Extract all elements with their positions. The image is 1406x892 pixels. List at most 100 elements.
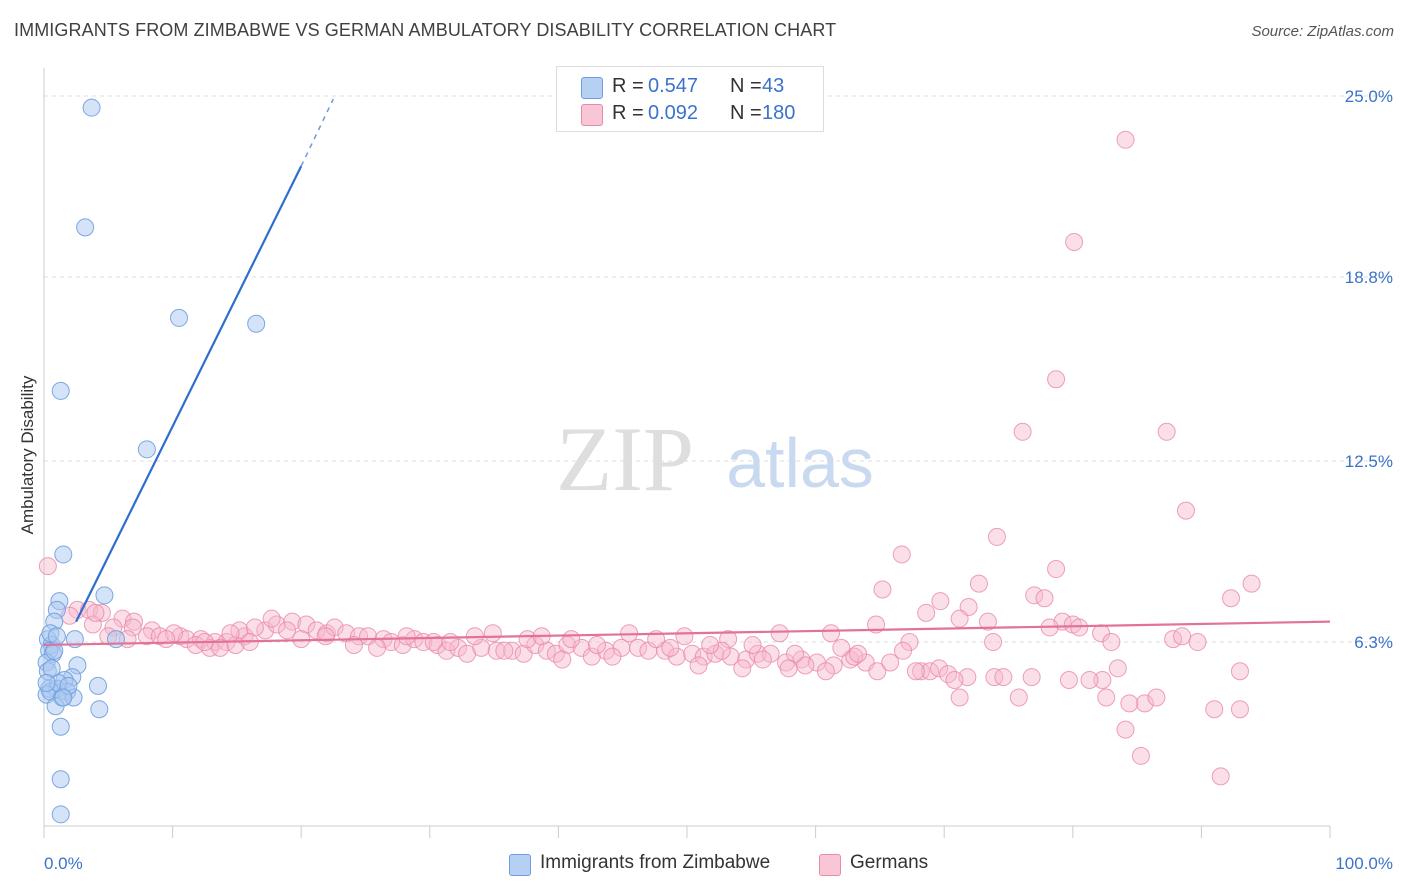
point-germans-38 xyxy=(123,618,142,637)
watermark-zip: ZIP xyxy=(556,408,694,510)
point-germans-15 xyxy=(1221,589,1240,608)
point-germans-154 xyxy=(157,630,176,649)
point-germans-57 xyxy=(283,612,302,631)
point-germans-12 xyxy=(931,592,950,611)
point-germans-117 xyxy=(868,662,887,681)
point-germans-164 xyxy=(441,633,460,652)
point-germans-174 xyxy=(906,662,925,681)
point-germans-158 xyxy=(278,621,297,640)
point-germans-146 xyxy=(701,635,720,654)
point-germans-87 xyxy=(629,638,648,657)
legend-r-label: R = xyxy=(612,102,644,124)
point-zimbabwe-1 xyxy=(76,218,95,237)
point-germans-136 xyxy=(1211,767,1230,786)
point-germans-76 xyxy=(487,641,506,660)
point-germans-119 xyxy=(912,662,931,681)
point-germans-175 xyxy=(945,671,964,689)
source-label: Source: ZipAtlas.com xyxy=(1251,23,1394,40)
point-germans-50 xyxy=(200,638,219,657)
point-germans-133 xyxy=(1173,627,1192,646)
point-germans-131 xyxy=(1131,746,1150,765)
point-germans-173 xyxy=(849,644,868,663)
point-germans-168 xyxy=(661,638,680,657)
legend-n-label: N = xyxy=(730,102,762,124)
trendline-germans xyxy=(43,620,1331,647)
point-germans-135 xyxy=(1230,700,1249,719)
bottom-legend-label-germans: Germans xyxy=(850,852,929,873)
point-germans-30 xyxy=(38,557,57,576)
point-germans-35 xyxy=(125,612,144,631)
point-germans-20 xyxy=(978,612,997,631)
point-germans-156 xyxy=(221,624,240,643)
point-germans-149 xyxy=(832,638,851,657)
point-germans-110 xyxy=(770,624,789,643)
point-germans-166 xyxy=(553,650,572,669)
y-axis-label: Ambulatory Disability xyxy=(18,375,37,535)
point-germans-114 xyxy=(753,650,772,669)
point-germans-137 xyxy=(1230,662,1249,681)
point-germans-105 xyxy=(518,630,537,649)
y-tick-label-0: 6.3% xyxy=(1354,633,1393,652)
point-zimbabwe-32 xyxy=(51,717,70,736)
point-zimbabwe-4 xyxy=(51,381,70,400)
trendline-zimbabwe xyxy=(75,165,303,623)
point-zimbabwe-3 xyxy=(247,314,266,333)
point-germans-128 xyxy=(1097,688,1116,707)
point-germans-130 xyxy=(1116,720,1135,739)
point-germans-90 xyxy=(667,647,686,666)
point-germans-58 xyxy=(262,609,281,628)
point-germans-161 xyxy=(344,635,363,654)
point-germans-40 xyxy=(137,627,156,646)
point-germans-24 xyxy=(1070,618,1089,637)
point-germans-108 xyxy=(675,627,694,646)
point-zimbabwe-5 xyxy=(137,440,156,459)
point-zimbabwe-33 xyxy=(51,770,70,789)
legend-n-label: N = xyxy=(730,75,762,97)
x-tick-label-1: 100.0% xyxy=(1335,854,1393,873)
point-germans-138 xyxy=(1093,671,1112,689)
point-germans-167 xyxy=(603,647,622,666)
point-germans-141 xyxy=(424,633,443,652)
bottom-legend-swatch-zimbabwe xyxy=(509,854,531,876)
legend-n-value-germans: 180 xyxy=(762,102,796,124)
point-germans-165 xyxy=(495,641,514,660)
point-germans-170 xyxy=(733,659,752,678)
point-germans-10 xyxy=(969,574,988,593)
point-germans-172 xyxy=(816,662,835,681)
bottom-legend-label-zimbabwe: Immigrants from Zimbabwe xyxy=(540,852,771,873)
point-germans-18 xyxy=(950,609,969,628)
point-germans-29 xyxy=(1102,633,1121,652)
point-germans-6 xyxy=(987,527,1006,546)
point-germans-106 xyxy=(562,630,581,649)
point-germans-4 xyxy=(1157,422,1176,441)
legend-r-value-zimbabwe: 0.547 xyxy=(648,75,699,97)
point-germans-8 xyxy=(1047,560,1066,579)
point-germans-127 xyxy=(1022,668,1041,687)
y-tick-label-1: 12.5% xyxy=(1345,452,1393,471)
legend-swatch-zimbabwe xyxy=(581,77,603,99)
point-zimbabwe-42 xyxy=(47,627,66,646)
point-germans-5 xyxy=(1176,501,1195,520)
point-zimbabwe-11 xyxy=(107,630,126,649)
point-germans-72 xyxy=(437,641,456,660)
point-germans-2 xyxy=(1047,370,1066,389)
point-germans-96 xyxy=(748,644,767,663)
point-germans-92 xyxy=(694,647,713,666)
point-germans-162 xyxy=(368,638,387,657)
trendline-zimbabwe-extension xyxy=(300,98,335,167)
point-germans-60 xyxy=(307,621,326,640)
point-zimbabwe-41 xyxy=(37,673,56,692)
legend-r-label: R = xyxy=(612,75,644,97)
point-germans-14 xyxy=(1035,589,1054,608)
point-germans-11 xyxy=(873,580,892,599)
point-germans-64 xyxy=(350,627,369,646)
chart-title: IMMIGRANTS FROM ZIMBABWE VS GERMAN AMBUL… xyxy=(14,20,837,40)
point-germans-59 xyxy=(297,615,316,634)
point-germans-147 xyxy=(743,635,762,654)
point-germans-13 xyxy=(1025,586,1044,605)
point-zimbabwe-7 xyxy=(95,586,114,605)
point-germans-176 xyxy=(994,668,1013,687)
y-tick-label-3: 25.0% xyxy=(1345,87,1393,106)
point-germans-144 xyxy=(587,635,606,654)
